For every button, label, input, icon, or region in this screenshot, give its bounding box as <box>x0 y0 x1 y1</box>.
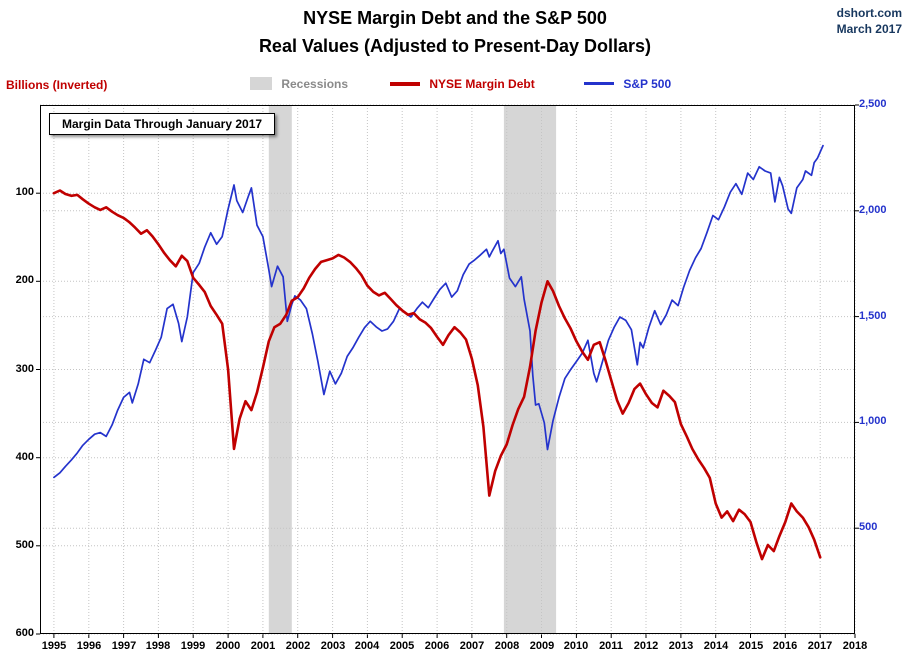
page-subtitle: Real Values (Adjusted to Present-Day Dol… <box>258 36 652 56</box>
annotation-box: Margin Data Through January 2017 <box>49 113 276 135</box>
source-date: March 2017 <box>836 22 902 36</box>
y-right-tick-label: 1,000 <box>859 415 887 427</box>
x-tick-label: 2009 <box>529 640 555 652</box>
x-tick-label: 2012 <box>633 640 659 652</box>
x-tick-label: 2010 <box>563 640 589 652</box>
x-tick-label: 1998 <box>145 640 171 652</box>
y-left-tick-label: 600 <box>15 627 34 639</box>
x-tick-label: 2008 <box>494 640 520 652</box>
y-right-tick-label: 500 <box>859 521 878 533</box>
y-right-tick-label: 1,500 <box>859 310 887 322</box>
sp500-line <box>53 144 824 479</box>
plot-area <box>36 104 859 638</box>
x-tick-label: 1997 <box>111 640 137 652</box>
x-tick-label: 2003 <box>320 640 346 652</box>
x-tick-label: 2001 <box>250 640 276 652</box>
y-left-tick-label: 200 <box>15 274 34 286</box>
y-right-tick-label: 2,500 <box>859 98 887 110</box>
x-tick-label: 2006 <box>424 640 450 652</box>
x-tick-label: 2013 <box>668 640 694 652</box>
x-tick-label: 2018 <box>842 640 868 652</box>
legend-item-recessions: Recessions <box>250 76 348 96</box>
margin-debt-line <box>52 189 822 561</box>
x-tick-label: 2002 <box>285 640 311 652</box>
y-left-tick-label: 100 <box>15 186 34 198</box>
chart-svg <box>36 104 859 638</box>
x-tick-label: 2015 <box>738 640 764 652</box>
source-block: dshort.com March 2017 <box>837 5 902 37</box>
legend-recessions-label: Recessions <box>281 76 349 91</box>
x-tick-label: 2007 <box>459 640 485 652</box>
legend-item-sp500: S&P 500 <box>584 76 671 96</box>
legend-item-margin-debt: NYSE Margin Debt <box>390 76 535 96</box>
y-right-tick-label: 2,000 <box>859 204 887 216</box>
x-tick-label: 2014 <box>703 640 729 652</box>
y-left-tick-label: 300 <box>15 363 34 375</box>
sp500-swatch <box>584 82 614 86</box>
x-tick-label: 1995 <box>41 640 67 652</box>
y-left-tick-label: 500 <box>15 539 34 551</box>
margin-debt-swatch <box>390 81 420 86</box>
x-tick-label: 2004 <box>354 640 380 652</box>
x-tick-label: 1996 <box>76 640 102 652</box>
x-tick-label: 2000 <box>215 640 241 652</box>
recession-swatch <box>250 77 272 91</box>
x-tick-label: 2005 <box>389 640 415 652</box>
legend-margin-debt-label: NYSE Margin Debt <box>429 76 535 91</box>
y-left-tick-label: 400 <box>15 451 34 463</box>
x-tick-label: 2017 <box>807 640 833 652</box>
x-tick-label: 2016 <box>772 640 798 652</box>
source-site: dshort.com <box>836 6 902 20</box>
chart-legend: Recessions NYSE Margin Debt S&P 500 <box>0 76 910 96</box>
legend-sp500-label: S&P 500 <box>623 76 672 91</box>
left-axis-caption: Billions (Inverted) <box>6 78 108 92</box>
x-tick-label: 2011 <box>599 640 623 652</box>
x-tick-label: 1999 <box>180 640 206 652</box>
page-title: NYSE Margin Debt and the S&P 500 <box>303 8 607 28</box>
